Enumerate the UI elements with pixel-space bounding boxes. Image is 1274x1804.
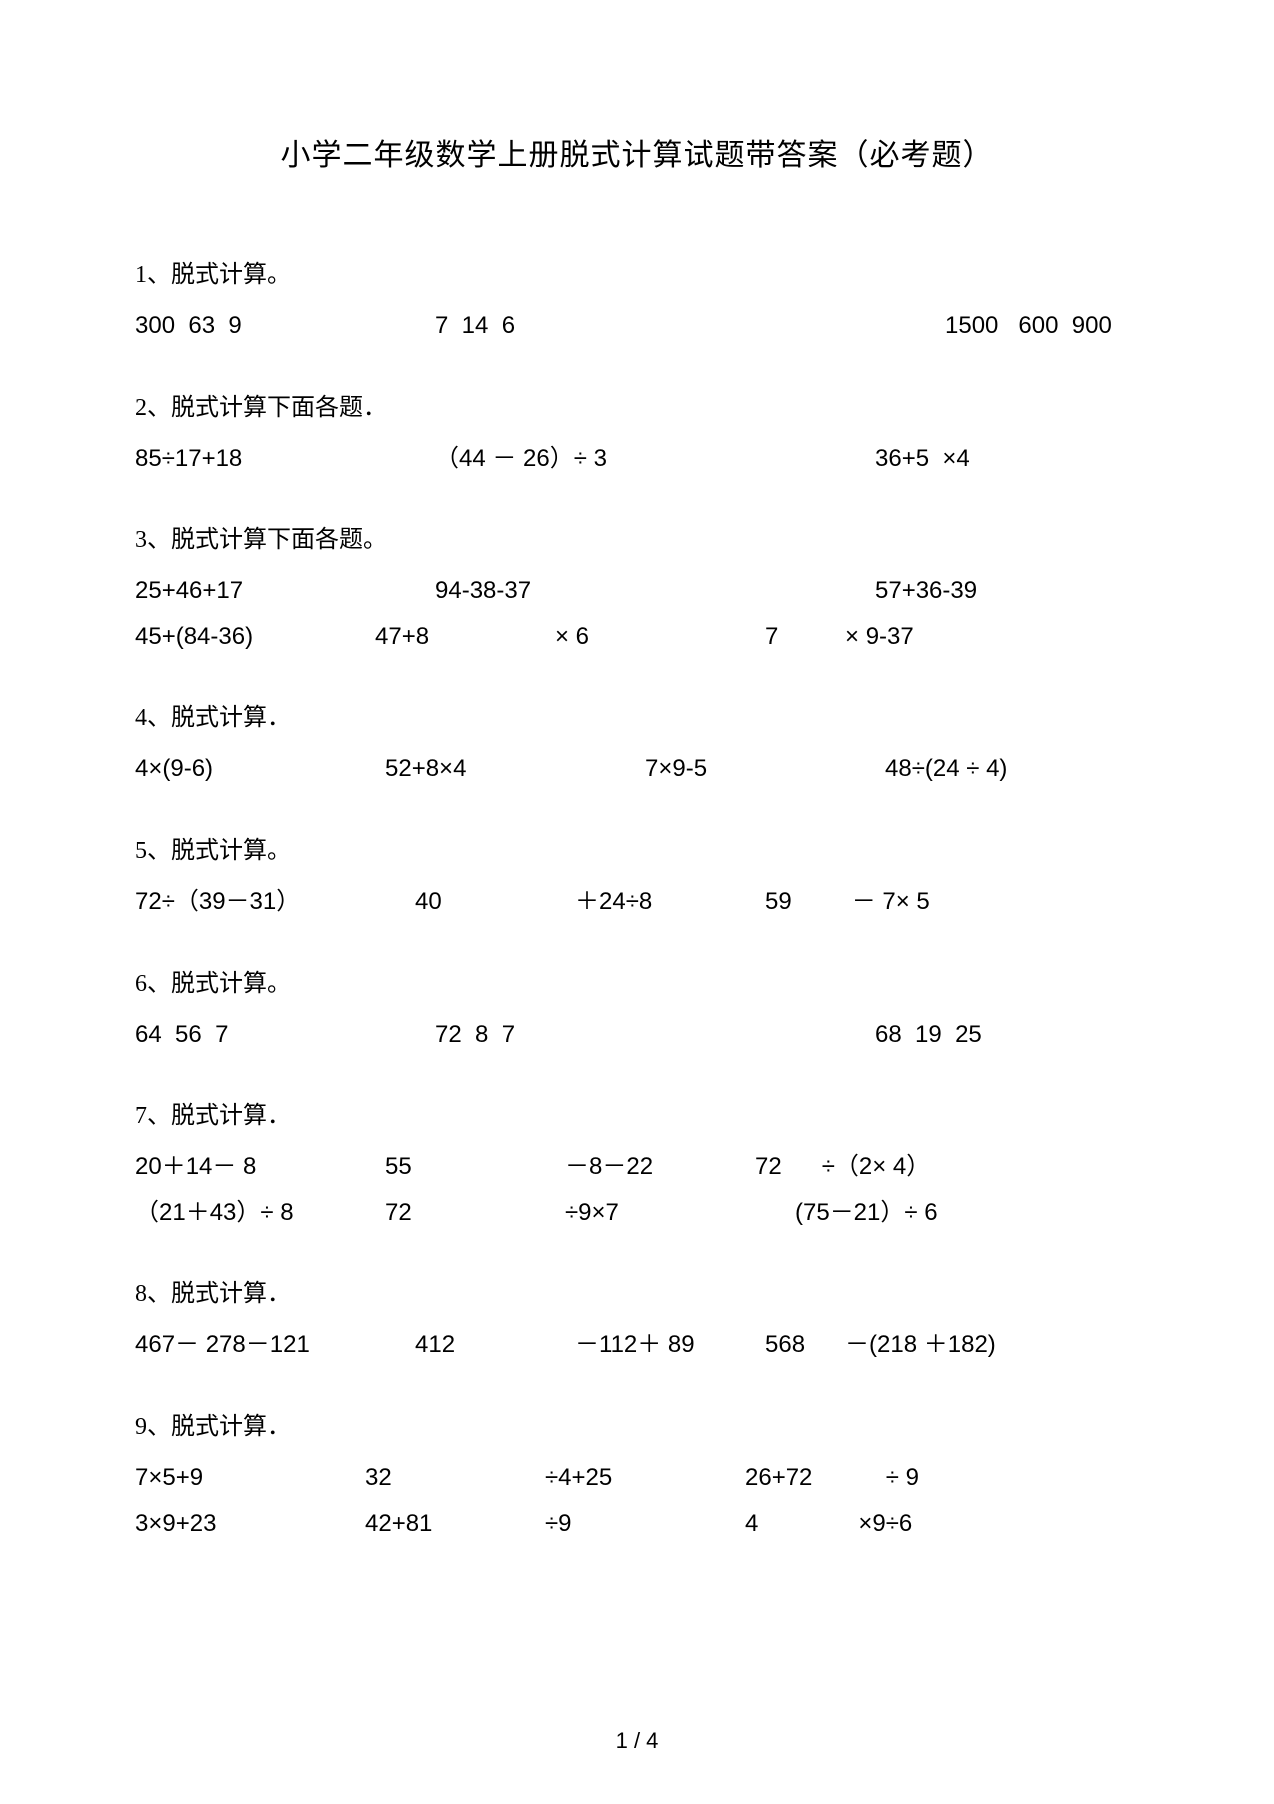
problem: 25+46+17 (135, 568, 435, 614)
section-heading: 2、脱式计算下面各题． (135, 387, 1139, 422)
section-heading: 9、脱式计算． (135, 1406, 1139, 1441)
problem: 36+5 ×4 (875, 436, 1139, 482)
problem: 26+72 ÷ 9 (745, 1455, 1139, 1501)
problem-row: 64 56 7 72 8 7 68 19 25 (135, 1012, 1139, 1058)
problem: （21＋43）÷ 8 (135, 1190, 385, 1236)
problem: 7 14 6 (435, 303, 685, 349)
problem: ＋24÷8 (575, 879, 765, 925)
section-9: 9、脱式计算． 7×5+9 32 ÷4+25 26+72 ÷ 9 3×9+23 … (135, 1406, 1139, 1546)
section-heading: 4、脱式计算． (135, 697, 1139, 732)
problem: 68 19 25 (875, 1012, 1139, 1058)
section-heading: 7、脱式计算． (135, 1095, 1139, 1130)
problem-row: 467－ 278－121 412 －112＋ 89 568 －(218 ＋182… (135, 1322, 1139, 1368)
problem: （44 － 26）÷ 3 (435, 436, 755, 482)
problem: 55 (385, 1144, 565, 1190)
problem: －8－22 (565, 1144, 755, 1190)
page-title: 小学二年级数学上册脱式计算试题带答案（必考题） (135, 130, 1139, 174)
page-number: 1 / 4 (0, 1728, 1274, 1754)
problem: 64 56 7 (135, 1012, 435, 1058)
problem: 85÷17+18 (135, 436, 435, 482)
section-3: 3、脱式计算下面各题。 25+46+17 94-38-37 57+36-39 4… (135, 519, 1139, 659)
problem: 3×9+23 (135, 1501, 365, 1547)
problem: ÷4+25 (545, 1455, 745, 1501)
worksheet-page: 小学二年级数学上册脱式计算试题带答案（必考题） 1、脱式计算。 300 63 9… (0, 0, 1274, 1804)
problem: 72÷（39－31） (135, 879, 415, 925)
section-heading: 5、脱式计算。 (135, 830, 1139, 865)
problem: 42+81 (365, 1501, 545, 1547)
problem: 568 －(218 ＋182) (765, 1322, 1139, 1368)
problem: 57+36-39 (875, 568, 1139, 614)
problem: ÷9×7 (565, 1190, 795, 1236)
section-7: 7、脱式计算． 20＋14－ 8 55 －8－22 72 ÷（2× 4） （21… (135, 1095, 1139, 1235)
problem: 59 － 7× 5 (765, 879, 1139, 925)
problem: ÷9 (545, 1501, 745, 1547)
problem-row: 3×9+23 42+81 ÷9 4 ×9÷6 (135, 1501, 1139, 1547)
problem: 72 8 7 (435, 1012, 715, 1058)
problem-row: 85÷17+18 （44 － 26）÷ 3 36+5 ×4 (135, 436, 1139, 482)
problem: 40 (415, 879, 575, 925)
problem: 72 (385, 1190, 565, 1236)
section-heading: 3、脱式计算下面各题。 (135, 519, 1139, 554)
problem (755, 436, 875, 482)
problem (715, 568, 875, 614)
problem: 7×5+9 (135, 1455, 365, 1501)
problem: 1500 600 900 (945, 303, 1139, 349)
problem: 45+(84-36) (135, 614, 375, 660)
problem: 412 (415, 1322, 575, 1368)
problem-row: 7×5+9 32 ÷4+25 26+72 ÷ 9 (135, 1455, 1139, 1501)
problem-row: 4×(9-6) 52+8×4 7×9-5 48÷(24 ÷ 4) (135, 746, 1139, 792)
section-5: 5、脱式计算。 72÷（39－31） 40 ＋24÷8 59 － 7× 5 (135, 830, 1139, 925)
problem: 300 63 9 (135, 303, 435, 349)
problem: 32 (365, 1455, 545, 1501)
problem: 94-38-37 (435, 568, 715, 614)
problem-row: （21＋43）÷ 8 72 ÷9×7 (75－21）÷ 6 (135, 1190, 1139, 1236)
problem: －112＋ 89 (575, 1322, 765, 1368)
problem-row: 45+(84-36) 47+8 × 6 7 × 9-37 (135, 614, 1139, 660)
problem (685, 303, 945, 349)
section-heading: 1、脱式计算。 (135, 254, 1139, 289)
section-4: 4、脱式计算． 4×(9-6) 52+8×4 7×9-5 48÷(24 ÷ 4) (135, 697, 1139, 792)
problem: 4 ×9÷6 (745, 1501, 1139, 1547)
problem: 4×(9-6) (135, 746, 385, 792)
problem-row: 300 63 9 7 14 6 1500 600 900 (135, 303, 1139, 349)
problem: 47+8 (375, 614, 555, 660)
section-1: 1、脱式计算。 300 63 9 7 14 6 1500 600 900 (135, 254, 1139, 349)
problem: 7 × 9-37 (765, 614, 1139, 660)
problem: × 6 (555, 614, 765, 660)
problem: 48÷(24 ÷ 4) (885, 746, 1139, 792)
problem-row: 25+46+17 94-38-37 57+36-39 (135, 568, 1139, 614)
section-heading: 6、脱式计算。 (135, 963, 1139, 998)
problem: 20＋14－ 8 (135, 1144, 385, 1190)
problem: (75－21）÷ 6 (795, 1190, 1139, 1236)
problem: 467－ 278－121 (135, 1322, 415, 1368)
section-heading: 8、脱式计算． (135, 1273, 1139, 1308)
section-8: 8、脱式计算． 467－ 278－121 412 －112＋ 89 568 －(… (135, 1273, 1139, 1368)
problem: 72 ÷（2× 4） (755, 1144, 1139, 1190)
section-2: 2、脱式计算下面各题． 85÷17+18 （44 － 26）÷ 3 36+5 ×… (135, 387, 1139, 482)
problem-row: 72÷（39－31） 40 ＋24÷8 59 － 7× 5 (135, 879, 1139, 925)
problem-row: 20＋14－ 8 55 －8－22 72 ÷（2× 4） (135, 1144, 1139, 1190)
problem (715, 1012, 875, 1058)
problem: 52+8×4 (385, 746, 645, 792)
problem: 7×9-5 (645, 746, 885, 792)
section-6: 6、脱式计算。 64 56 7 72 8 7 68 19 25 (135, 963, 1139, 1058)
